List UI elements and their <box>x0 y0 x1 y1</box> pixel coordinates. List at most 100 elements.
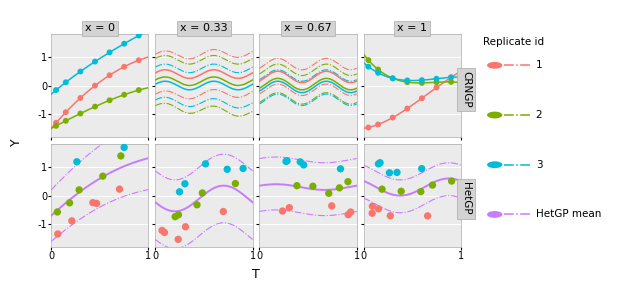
Point <box>388 115 398 120</box>
Point <box>52 210 63 214</box>
Point <box>282 158 292 163</box>
Point <box>74 188 84 192</box>
Point <box>364 125 374 130</box>
Point <box>417 78 427 82</box>
Point <box>343 179 353 184</box>
Point <box>334 186 344 190</box>
Point <box>119 41 129 46</box>
Text: CRNGP: CRNGP <box>461 71 471 108</box>
Point <box>374 206 384 211</box>
Point <box>364 64 374 69</box>
Point <box>173 237 183 242</box>
Point <box>61 110 71 114</box>
Point <box>116 154 126 158</box>
Point <box>173 212 184 217</box>
Point <box>76 96 86 100</box>
Point <box>72 160 82 164</box>
Point <box>343 212 353 217</box>
Text: Y: Y <box>10 138 22 146</box>
Point <box>417 96 427 101</box>
Point <box>431 76 442 81</box>
Point <box>428 183 438 187</box>
Point <box>192 202 202 207</box>
Point <box>51 120 61 125</box>
Point <box>446 75 456 80</box>
Point <box>90 83 100 88</box>
Point <box>157 228 167 233</box>
Point <box>104 98 115 103</box>
Point <box>377 187 387 191</box>
Point <box>61 80 71 85</box>
Point <box>90 104 100 109</box>
Point <box>115 187 125 191</box>
Point <box>367 204 378 208</box>
Point <box>238 166 248 171</box>
Point <box>373 162 383 166</box>
Point <box>61 118 71 123</box>
Text: HetGP: HetGP <box>461 183 471 215</box>
Point <box>308 184 318 189</box>
Point <box>197 191 207 195</box>
Point <box>119 92 129 97</box>
Point <box>373 70 383 75</box>
Point <box>431 85 442 90</box>
Point <box>76 69 86 74</box>
Point <box>119 145 129 150</box>
Point <box>123 137 133 141</box>
Point <box>92 201 102 206</box>
Point <box>335 166 346 171</box>
Point <box>76 111 86 116</box>
Point <box>104 73 115 78</box>
Point <box>104 50 115 55</box>
Point <box>415 189 426 194</box>
Text: 1: 1 <box>536 60 542 70</box>
Text: T: T <box>252 268 260 281</box>
Point <box>295 160 305 164</box>
Point <box>324 191 334 196</box>
Point <box>326 204 337 208</box>
Point <box>222 167 232 172</box>
Point <box>392 170 402 175</box>
Point <box>375 160 385 165</box>
Point <box>175 189 185 194</box>
Point <box>284 205 294 210</box>
Point <box>422 214 433 218</box>
Point <box>431 80 442 85</box>
Title: x = 0.67: x = 0.67 <box>284 23 332 33</box>
Point <box>51 88 61 92</box>
Point <box>277 209 287 213</box>
Point <box>298 163 308 167</box>
Point <box>98 174 108 178</box>
Point <box>134 33 144 38</box>
Title: x = 1: x = 1 <box>397 23 427 33</box>
Point <box>134 88 144 92</box>
Point <box>119 64 129 69</box>
Point <box>446 80 456 84</box>
Text: 2: 2 <box>536 110 542 120</box>
Point <box>180 224 191 229</box>
Point <box>170 214 180 219</box>
Point <box>385 214 396 218</box>
Point <box>136 130 146 134</box>
Point <box>388 76 398 81</box>
Point <box>218 209 228 214</box>
Text: Replicate id: Replicate id <box>483 37 545 47</box>
Point <box>90 59 100 64</box>
Text: HetGP mean: HetGP mean <box>536 209 601 220</box>
Point <box>159 230 170 235</box>
Point <box>367 211 378 216</box>
Point <box>67 219 77 223</box>
Point <box>373 67 383 72</box>
Point <box>52 232 63 236</box>
Point <box>364 58 374 62</box>
Point <box>230 181 241 186</box>
Point <box>51 124 61 128</box>
Point <box>384 170 394 175</box>
Point <box>292 183 302 188</box>
Point <box>402 80 412 84</box>
Point <box>88 201 98 205</box>
Point <box>446 75 456 80</box>
Point <box>136 136 147 141</box>
Point <box>134 58 144 62</box>
Point <box>65 201 75 205</box>
